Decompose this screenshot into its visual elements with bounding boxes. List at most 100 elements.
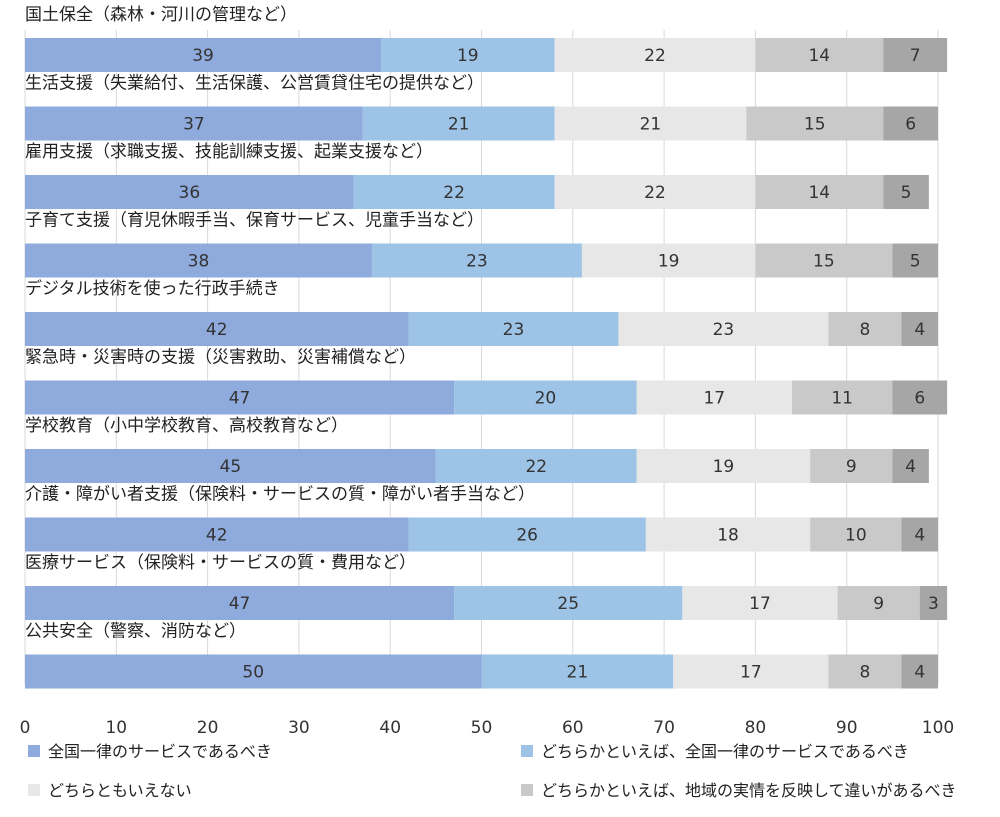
data-label: 4	[914, 663, 925, 683]
bar-segment	[554, 106, 747, 141]
bar-segment	[25, 38, 382, 72]
x-tick-label: 60	[562, 718, 584, 738]
data-label: 19	[457, 46, 479, 66]
data-label: 10	[845, 526, 867, 546]
x-tick-label: 80	[745, 718, 767, 738]
data-label: 37	[183, 115, 205, 135]
data-label: 20	[535, 389, 557, 409]
data-label: 22	[644, 183, 666, 203]
bar-segment	[791, 380, 893, 415]
bar-segment	[892, 380, 948, 415]
bar-segment	[883, 38, 948, 72]
bar-segment	[901, 312, 938, 346]
category-label: 公共安全（警察、消防など）	[25, 622, 246, 642]
data-label: 15	[813, 252, 835, 272]
data-label: 23	[503, 320, 525, 340]
data-label: 21	[567, 663, 589, 683]
data-label: 23	[713, 320, 735, 340]
legend-label: 全国一律のサービスであるべき	[48, 742, 272, 761]
bar-segment	[645, 517, 811, 552]
data-label: 36	[179, 183, 201, 203]
data-label: 26	[516, 526, 538, 546]
bar-segment	[755, 38, 884, 72]
bar-segment	[883, 106, 938, 141]
data-label: 23	[466, 252, 488, 272]
data-label: 4	[914, 320, 925, 340]
data-label: 21	[640, 115, 662, 135]
data-label: 22	[525, 457, 547, 477]
data-label: 14	[808, 183, 830, 203]
legend-label: どちらかといえば、全国一律のサービスであるべき	[541, 742, 909, 761]
data-label: 22	[644, 46, 666, 66]
data-label: 8	[860, 663, 871, 683]
legend-swatch	[521, 784, 533, 796]
bar-segment	[618, 312, 829, 346]
bar-segment	[481, 654, 674, 689]
bar-segment	[746, 106, 884, 141]
data-label: 14	[808, 46, 830, 66]
bar-segment	[25, 586, 455, 620]
data-label: 17	[703, 389, 725, 409]
x-tick-label: 40	[379, 718, 401, 738]
data-label: 8	[860, 320, 871, 340]
bar-segment	[901, 517, 938, 552]
data-label: 7	[910, 46, 921, 66]
category-label: 介護・障がい者支援（保険料・サービスの質・障がい者手当など）	[25, 485, 535, 505]
x-tick-label: 50	[471, 718, 493, 738]
bar-segment	[25, 243, 372, 278]
data-label: 4	[914, 526, 925, 546]
bar-segment	[25, 449, 436, 483]
data-label: 18	[717, 526, 739, 546]
data-label: 50	[242, 663, 264, 683]
bar-segment	[25, 175, 354, 209]
legend-label: どちらかといえば、地域の実情を反映して違いがあるべき	[541, 781, 957, 800]
data-label: 17	[740, 663, 762, 683]
category-label: 子育て支援（育児休暇手当、保育サービス、児童手当など）	[25, 211, 484, 231]
data-label: 9	[873, 594, 884, 614]
data-label: 4	[905, 457, 916, 477]
bar-segment	[353, 175, 555, 209]
x-tick-label: 90	[836, 718, 858, 738]
bar-segment	[25, 654, 482, 689]
data-label: 6	[905, 115, 916, 135]
legend-swatch	[28, 784, 40, 796]
data-label: 19	[713, 457, 735, 477]
category-label: 雇用支援（求職支援、技能訓練支援、起業支援など）	[25, 142, 433, 162]
x-tick-label: 20	[197, 718, 219, 738]
bar-segment	[408, 517, 646, 552]
bar-segment	[408, 312, 619, 346]
bar-segment	[454, 380, 637, 415]
x-tick-label: 30	[288, 718, 310, 738]
bar-segment	[25, 106, 363, 141]
bar-segment	[25, 312, 409, 346]
data-label: 42	[206, 320, 228, 340]
bar-segment	[381, 38, 555, 72]
legend-swatch	[28, 745, 40, 757]
data-label: 15	[804, 115, 826, 135]
bar-segment	[755, 175, 884, 209]
bar-segment	[636, 380, 792, 415]
legend-swatch	[521, 745, 533, 757]
bar-segment	[435, 449, 637, 483]
bar-segment	[810, 517, 902, 552]
data-label: 17	[749, 594, 771, 614]
category-label: 国土保全（森林・河川の管理など）	[25, 5, 297, 25]
bar-segment	[892, 449, 929, 483]
data-label: 42	[206, 526, 228, 546]
bar-segment	[454, 586, 683, 620]
category-label: 生活支援（失業給付、生活保護、公営賃貸住宅の提供など）	[25, 74, 484, 94]
data-label: 38	[188, 252, 210, 272]
category-label: デジタル技術を使った行政手続き	[25, 278, 280, 299]
x-tick-label: 0	[20, 718, 31, 738]
category-label: 緊急時・災害時の支援（災害救助、災害補償など）	[25, 348, 416, 368]
data-label: 3	[928, 594, 939, 614]
bar-segment	[636, 449, 811, 483]
bar-segment	[810, 449, 893, 483]
bar-segment	[828, 312, 902, 346]
bar-segment	[919, 586, 948, 620]
bar-segment	[901, 654, 938, 689]
bar-segment	[892, 243, 938, 278]
data-label: 21	[448, 115, 470, 135]
category-label: 医療サービス（保険料・サービスの質・費用など）	[25, 553, 416, 573]
